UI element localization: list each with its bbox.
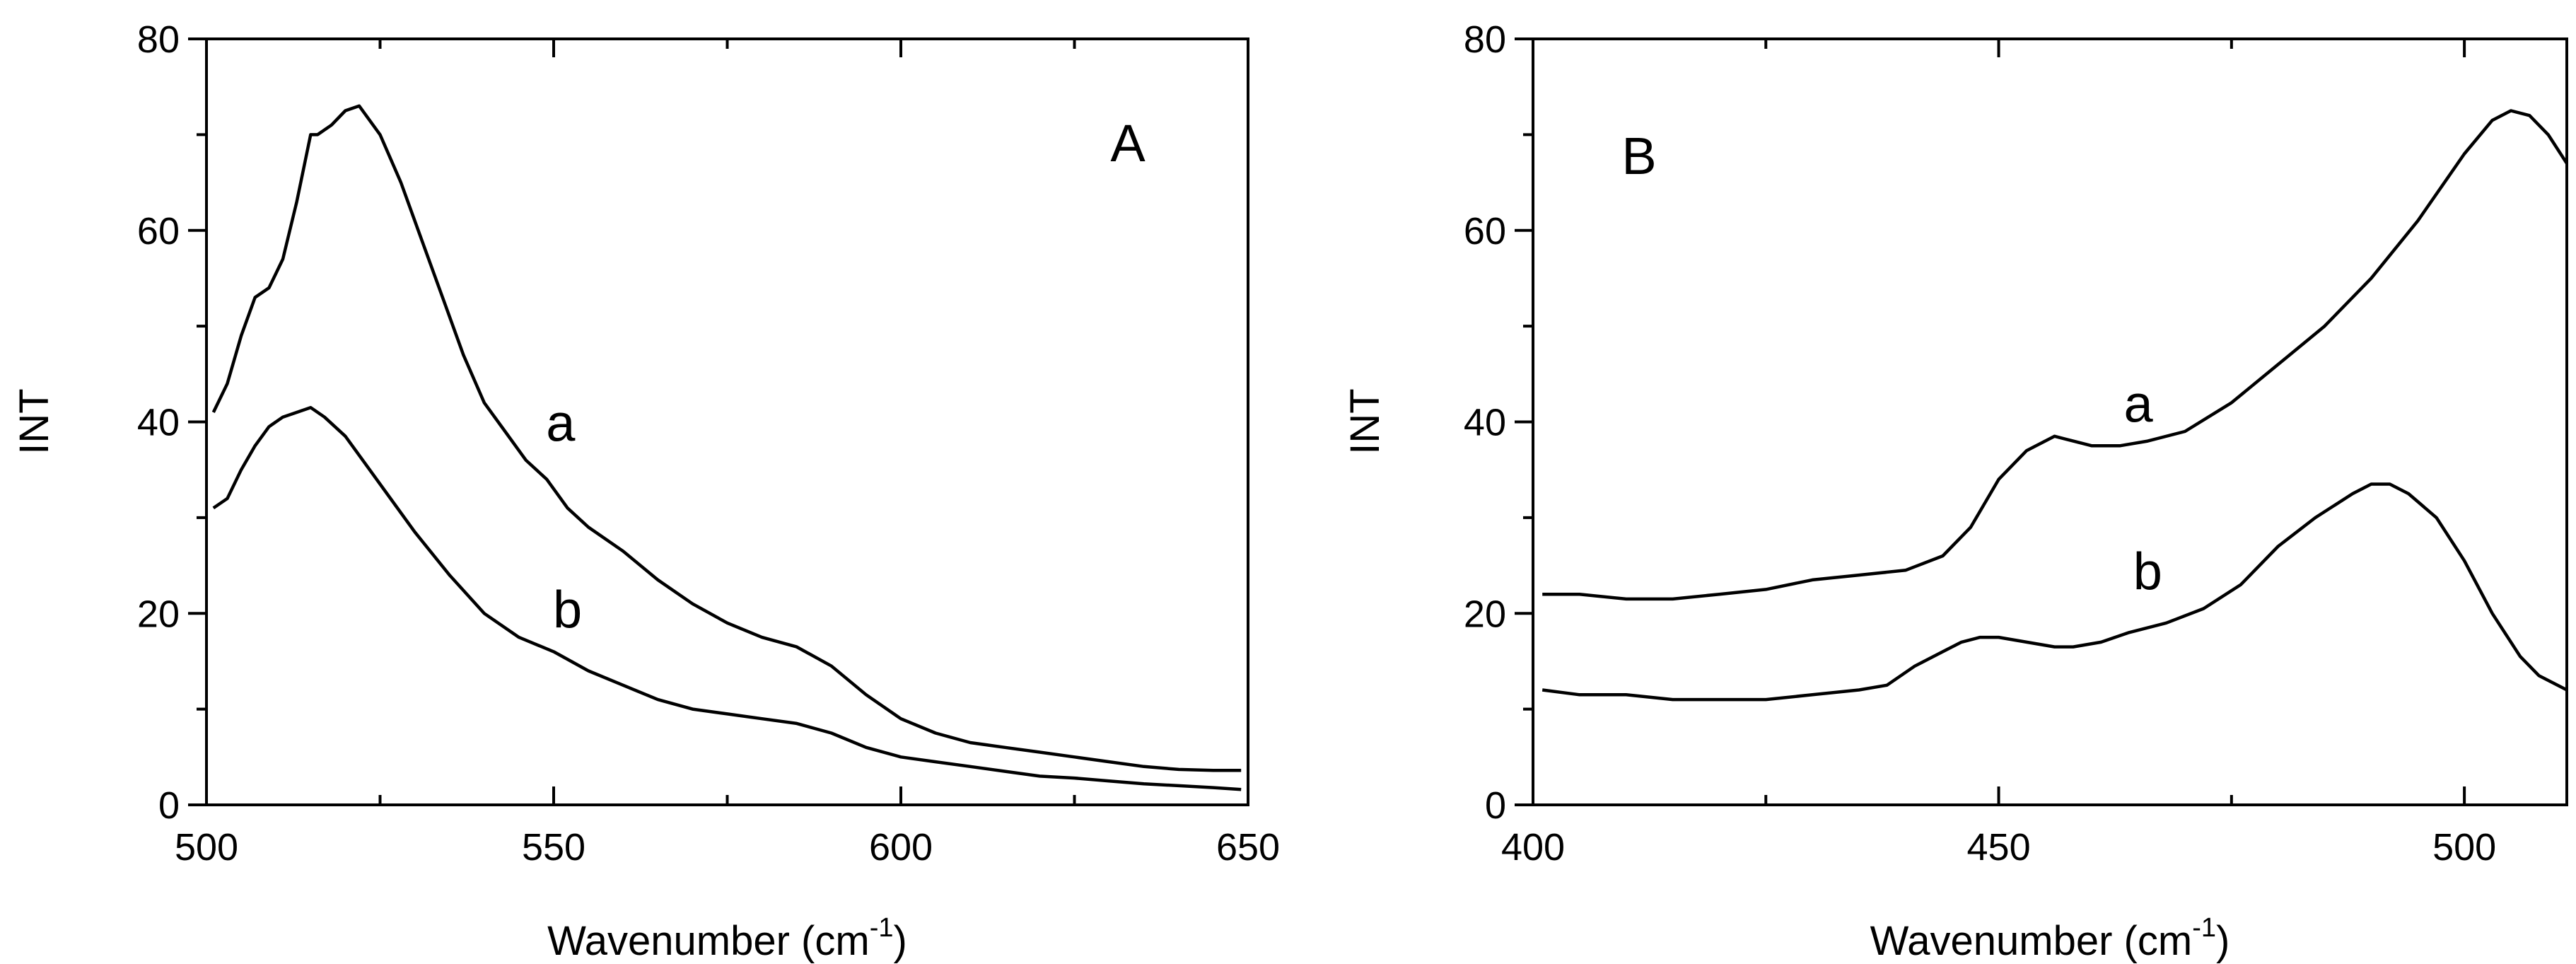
series-label-a: a bbox=[2124, 375, 2154, 434]
x-axis-title: Wavenumber (cm-1) bbox=[1870, 913, 2230, 964]
series-line-b bbox=[212, 405, 1242, 791]
y-tick-label: 0 bbox=[1485, 784, 1506, 827]
x-tick-label: 550 bbox=[522, 826, 585, 869]
series-label-b: b bbox=[553, 581, 582, 639]
plot-frame bbox=[205, 37, 1249, 806]
series-line-b bbox=[1541, 482, 2568, 702]
x-axis-title-close: ) bbox=[2216, 918, 2230, 964]
y-tick-label: 0 bbox=[158, 784, 180, 827]
y-tick-label: 60 bbox=[137, 210, 180, 252]
x-axis-title-close: ) bbox=[893, 918, 907, 964]
panel-letter: A bbox=[1110, 114, 1146, 173]
chart-panel-b: 400 450 500 0 20 40 60 80 Wavenumber (cm-1) INT Ba… bbox=[1342, 18, 2568, 964]
y-tick-label: 80 bbox=[1464, 18, 1506, 61]
plot-frame bbox=[1532, 37, 2568, 806]
x-tick-label: 500 bbox=[175, 826, 238, 869]
series-line-a bbox=[1542, 109, 2568, 601]
x-tick-label: 500 bbox=[2432, 826, 2496, 869]
series-line-a bbox=[211, 104, 1242, 772]
series-label-a: a bbox=[546, 394, 576, 453]
x-axis-title-superscript: -1 bbox=[2192, 913, 2216, 943]
y-tick-label: 80 bbox=[137, 18, 180, 61]
y-tick-label: 40 bbox=[137, 402, 180, 444]
x-axis-title-superscript: -1 bbox=[870, 913, 894, 943]
x-tick-label: 600 bbox=[869, 826, 933, 869]
y-tick-label: 40 bbox=[1464, 402, 1506, 444]
x-axis-title-main: Wavenumber (cm bbox=[547, 918, 870, 964]
y-tick-label: 20 bbox=[1464, 593, 1506, 635]
y-axis-title: INT bbox=[1342, 388, 1388, 454]
panel-letter: B bbox=[1621, 127, 1656, 185]
x-tick-label: 450 bbox=[1967, 826, 2031, 869]
x-axis-title-main: Wavenumber (cm bbox=[1870, 918, 2193, 964]
x-tick-label: 650 bbox=[1216, 826, 1280, 869]
x-axis-title: Wavenumber (cm-1) bbox=[547, 913, 907, 964]
x-tick-label: 400 bbox=[1501, 826, 1565, 869]
series-label-b: b bbox=[2133, 542, 2162, 600]
y-tick-label: 20 bbox=[137, 593, 180, 635]
y-axis-title: INT bbox=[11, 388, 57, 454]
chart-panel-a: 500 550 600 650 0 20 40 60 80 Wavenumber (cm-1) IN… bbox=[11, 18, 1280, 964]
y-tick-label: 60 bbox=[1464, 210, 1506, 252]
